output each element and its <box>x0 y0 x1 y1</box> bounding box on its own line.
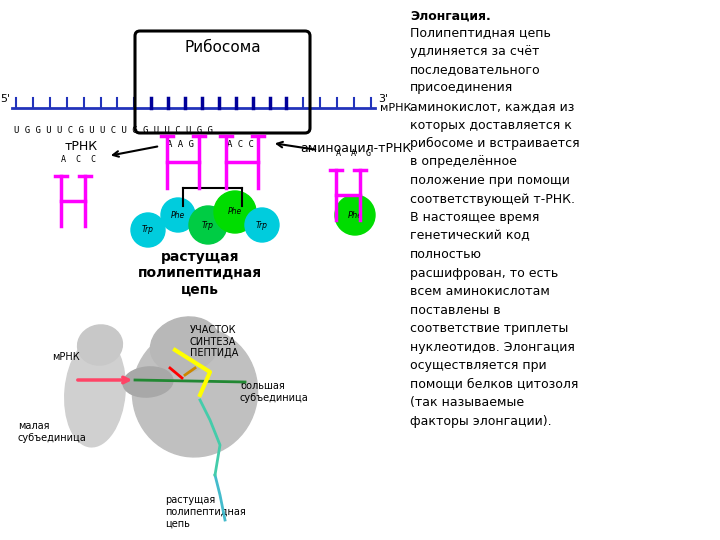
Text: 3': 3' <box>378 94 388 104</box>
Text: малая
субъединица: малая субъединица <box>18 421 86 443</box>
Text: Trp: Trp <box>256 220 268 230</box>
Circle shape <box>131 213 165 247</box>
Text: A C C: A C C <box>227 140 253 149</box>
Text: аминоацил-тРНК: аминоацил-тРНК <box>300 141 411 154</box>
Text: A  C  C: A C C <box>61 155 96 164</box>
Circle shape <box>245 208 279 242</box>
Text: осуществляется при: осуществляется при <box>410 359 546 372</box>
Text: растущая
полипептидная
цепь: растущая полипептидная цепь <box>165 495 246 528</box>
Ellipse shape <box>78 325 122 365</box>
Text: A A G: A A G <box>166 140 194 149</box>
Text: соответствие триплеты: соответствие триплеты <box>410 322 568 335</box>
Text: Полипептидная цепь: Полипептидная цепь <box>410 26 551 39</box>
Text: Элонгация.: Элонгация. <box>410 10 491 23</box>
Text: удлиняется за счёт: удлиняется за счёт <box>410 44 539 57</box>
Text: факторы элонгации).: факторы элонгации). <box>410 415 552 428</box>
Ellipse shape <box>123 367 173 397</box>
Circle shape <box>335 195 375 235</box>
Text: рибосоме и встраивается: рибосоме и встраивается <box>410 137 580 150</box>
Text: соответствующей т-РНК.: соответствующей т-РНК. <box>410 192 575 206</box>
Text: нуклеотидов. Элонгация: нуклеотидов. Элонгация <box>410 341 575 354</box>
Text: всем аминокислотам: всем аминокислотам <box>410 285 550 298</box>
Text: аминокислот, каждая из: аминокислот, каждая из <box>410 100 575 113</box>
Text: (так называемые: (так называемые <box>410 396 524 409</box>
Text: в определённое: в определённое <box>410 156 517 168</box>
Text: мРНК: мРНК <box>52 352 80 362</box>
Circle shape <box>161 198 195 232</box>
Text: Рибосома: Рибосома <box>184 40 261 56</box>
Text: U G G U U C G U U C U G G U U C U G G: U G G U U C G U U C U G G U U C U G G <box>14 126 213 135</box>
Text: генетический код: генетический код <box>410 230 530 242</box>
Text: A  A  G: A A G <box>336 149 371 158</box>
Text: помощи белков цитозоля: помощи белков цитозоля <box>410 377 578 390</box>
Text: расшифрован, то есть: расшифрован, то есть <box>410 267 558 280</box>
Text: В настоящее время: В настоящее время <box>410 211 539 224</box>
Text: большая
субъединица: большая субъединица <box>240 381 309 403</box>
Text: последовательного: последовательного <box>410 63 541 76</box>
Text: мРНК: мРНК <box>380 103 411 113</box>
Text: полностью: полностью <box>410 248 482 261</box>
Circle shape <box>189 206 227 244</box>
Ellipse shape <box>65 337 125 447</box>
Text: Trp: Trp <box>202 220 214 230</box>
Text: Trp: Trp <box>142 226 154 234</box>
Text: Phe: Phe <box>228 207 242 217</box>
Text: присоединения: присоединения <box>410 82 513 94</box>
Text: 5': 5' <box>0 94 10 104</box>
Text: Phe: Phe <box>347 211 363 219</box>
Text: УЧАСТОК
СИНТЕЗА
ПЕПТИДА: УЧАСТОК СИНТЕЗА ПЕПТИДА <box>190 325 238 358</box>
Circle shape <box>214 191 256 233</box>
Text: которых доставляется к: которых доставляется к <box>410 118 572 132</box>
Text: поставлены в: поставлены в <box>410 303 500 316</box>
Text: растущая
полипептидная
цепь: растущая полипептидная цепь <box>138 250 262 296</box>
Text: положение при помощи: положение при помощи <box>410 174 570 187</box>
Text: тРНК: тРНК <box>65 139 98 152</box>
Text: Phe: Phe <box>171 211 185 219</box>
Ellipse shape <box>150 317 220 373</box>
Ellipse shape <box>132 327 258 457</box>
